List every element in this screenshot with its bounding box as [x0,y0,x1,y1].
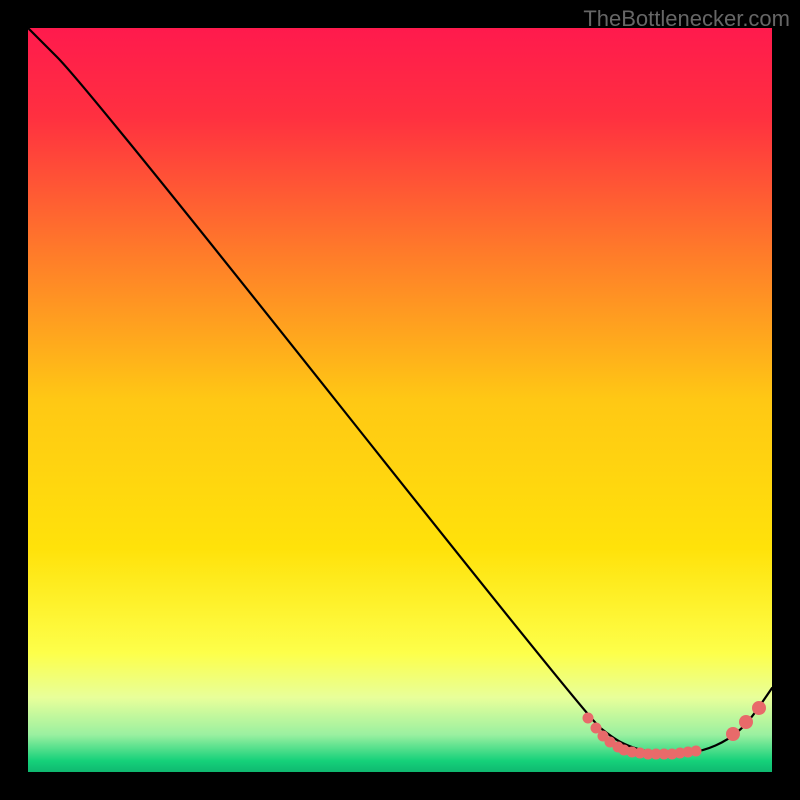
marker-dot [583,713,594,724]
marker-dot [726,727,740,741]
chart-container: TheBottlenecker.com [0,0,800,800]
plot-area [28,28,772,772]
plot-svg [28,28,772,772]
marker-dot [752,701,766,715]
gradient-background [28,28,772,772]
marker-dot [739,715,753,729]
marker-dot [691,746,702,757]
watermark-label: TheBottlenecker.com [583,6,790,32]
